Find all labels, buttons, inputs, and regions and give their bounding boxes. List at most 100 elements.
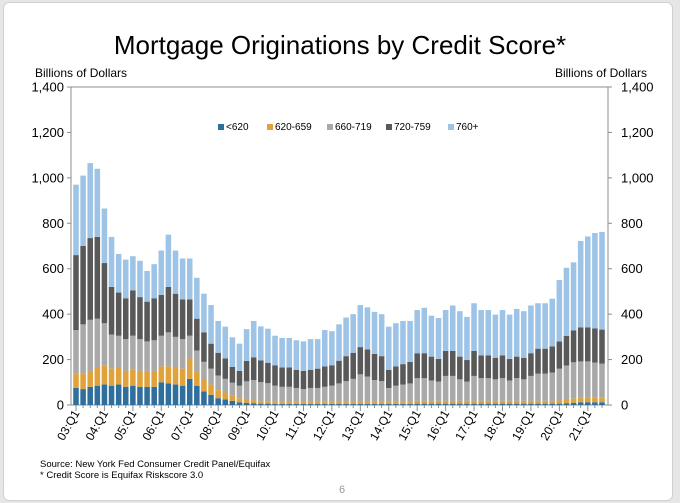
bar-segment-11:Q2-series-2 [307,387,314,402]
bar-segment-04:Q4-series-3 [122,298,129,340]
bar-segment-07:Q3-series-0 [201,391,207,405]
x-tick-label: 15:Q1 [395,407,424,443]
bar-segment-17:Q3-series-0 [485,403,492,405]
bar-stack-11:Q2 [307,339,314,405]
bar-segment-18:Q1-series-3 [499,355,506,379]
bar-segment-19:Q1-series-4 [528,305,534,354]
bar-segment-15:Q1-series-4 [414,310,420,354]
bar-segment-10:Q2-series-1 [279,401,285,404]
bar-segment-07:Q2-series-2 [194,350,200,373]
bar-stack-07:Q1 [186,258,193,405]
bar-segment-19:Q2-series-4 [535,303,541,349]
bar-segment-18:Q1-series-2 [499,378,506,401]
bar-segment-21:Q3-series-2 [599,363,605,398]
x-tick-label: 13:Q1 [338,407,367,443]
bar-segment-03:Q2-series-0 [80,389,86,405]
bar-segment-09:Q1-series-2 [243,381,250,400]
bar-segment-09:Q3-series-2 [258,382,264,402]
bar-segment-09:Q1-series-4 [243,329,250,361]
bar-stack-03:Q2 [80,175,86,405]
bar-segment-18:Q4-series-4 [521,311,527,358]
bar-segment-03:Q3-series-0 [87,386,93,405]
bar-segment-16:Q4-series-0 [464,403,470,405]
bar-segment-04:Q3-series-3 [115,292,122,336]
bar-segment-18:Q1-series-1 [499,400,506,404]
bar-segment-03:Q3-series-1 [87,370,93,387]
bar-segment-21:Q3-series-1 [599,397,605,403]
bar-segment-19:Q1-series-3 [528,353,534,376]
left-tick-label: 200 [42,352,64,367]
bar-stack-14:Q4 [407,320,413,405]
legend-item-1: 620-659 [267,122,312,133]
bar-segment-17:Q4-series-4 [492,314,499,358]
bar-segment-21:Q3-series-4 [599,231,605,330]
bar-segment-09:Q1-series-3 [243,360,250,382]
bar-segment-08:Q3-series-4 [229,337,236,367]
bar-stack-15:Q1 [414,310,420,405]
bar-segment-13:Q3-series-3 [371,353,378,381]
bar-segment-09:Q4-series-1 [265,401,271,404]
x-tick-label: 05:Q1 [111,407,140,443]
bar-stack-17:Q1 [471,303,477,405]
bar-segment-12:Q4-series-2 [350,378,356,402]
bar-segment-18:Q2-series-1 [506,400,513,404]
bar-segment-21:Q2-series-4 [592,233,598,329]
x-tick-label: 03:Q1 [54,407,83,443]
bar-segment-03:Q1-series-1 [73,373,79,388]
bar-segment-11:Q4-series-3 [322,366,328,387]
bar-stack-19:Q1 [528,305,534,405]
bar-stack-08:Q1 [215,320,221,405]
bar-segment-09:Q3-series-3 [258,360,264,383]
bar-segment-08:Q2-series-1 [222,392,229,400]
bar-segment-12:Q3-series-4 [343,317,349,357]
bar-segment-08:Q4-series-4 [236,343,243,371]
bar-segment-03:Q3-series-3 [87,238,93,320]
bar-segment-19:Q2-series-3 [535,348,541,374]
bar-segment-09:Q4-series-0 [265,403,271,405]
bar-segment-17:Q2-series-1 [478,400,484,404]
bar-stack-18:Q3 [513,308,520,405]
bar-segment-07:Q1-series-3 [186,299,193,336]
x-tick-label: 12:Q1 [310,407,339,443]
legend-label: 660-719 [335,122,372,133]
bar-stack-11:Q1 [300,341,307,405]
bar-stack-16:Q3 [457,311,463,405]
x-tick-label: 09:Q1 [225,407,254,443]
bar-segment-15:Q2-series-3 [421,353,428,379]
bar-stack-12:Q3 [343,317,349,405]
bar-segment-05:Q2-series-0 [137,386,143,405]
bar-segment-18:Q4-series-1 [521,400,527,404]
bar-segment-17:Q1-series-0 [471,403,477,405]
bar-segment-05:Q4-series-4 [151,264,157,299]
bar-segment-07:Q4-series-0 [208,394,214,405]
bar-segment-15:Q3-series-3 [428,356,435,381]
bar-segment-14:Q4-series-3 [407,361,413,384]
bar-stack-17:Q3 [485,310,492,405]
bar-segment-14:Q3-series-3 [400,364,406,385]
bar-segment-17:Q2-series-4 [478,310,484,356]
bar-stack-18:Q1 [499,310,506,405]
bar-segment-15:Q3-series-4 [428,315,435,357]
legend-swatch [218,124,224,130]
bar-segment-18:Q2-series-4 [506,314,513,359]
bar-segment-17:Q3-series-3 [485,355,492,379]
bar-segment-18:Q2-series-2 [506,380,513,401]
bar-segment-10:Q3-series-3 [286,367,293,387]
bar-segment-05:Q3-series-0 [144,386,150,405]
bar-stack-09:Q3 [258,326,264,405]
bar-segment-14:Q4-series-1 [407,401,413,404]
bar-segment-03:Q3-series-4 [87,163,93,239]
bar-segment-06:Q3-series-2 [172,336,179,368]
bar-segment-12:Q4-series-0 [350,403,356,405]
bar-segment-04:Q3-series-2 [115,335,122,368]
bar-stack-16:Q2 [449,305,456,405]
bar-segment-19:Q2-series-2 [535,373,541,401]
right-tick-label: 400 [621,307,643,322]
bar-segment-10:Q4-series-3 [293,369,300,388]
bar-segment-11:Q2-series-0 [307,403,314,405]
bar-segment-19:Q4-series-4 [549,298,556,347]
bar-segment-08:Q3-series-2 [229,382,236,396]
bar-segment-20:Q1-series-2 [556,368,563,401]
bar-segment-16:Q3-series-4 [457,311,463,357]
bar-segment-15:Q4-series-2 [435,381,442,401]
